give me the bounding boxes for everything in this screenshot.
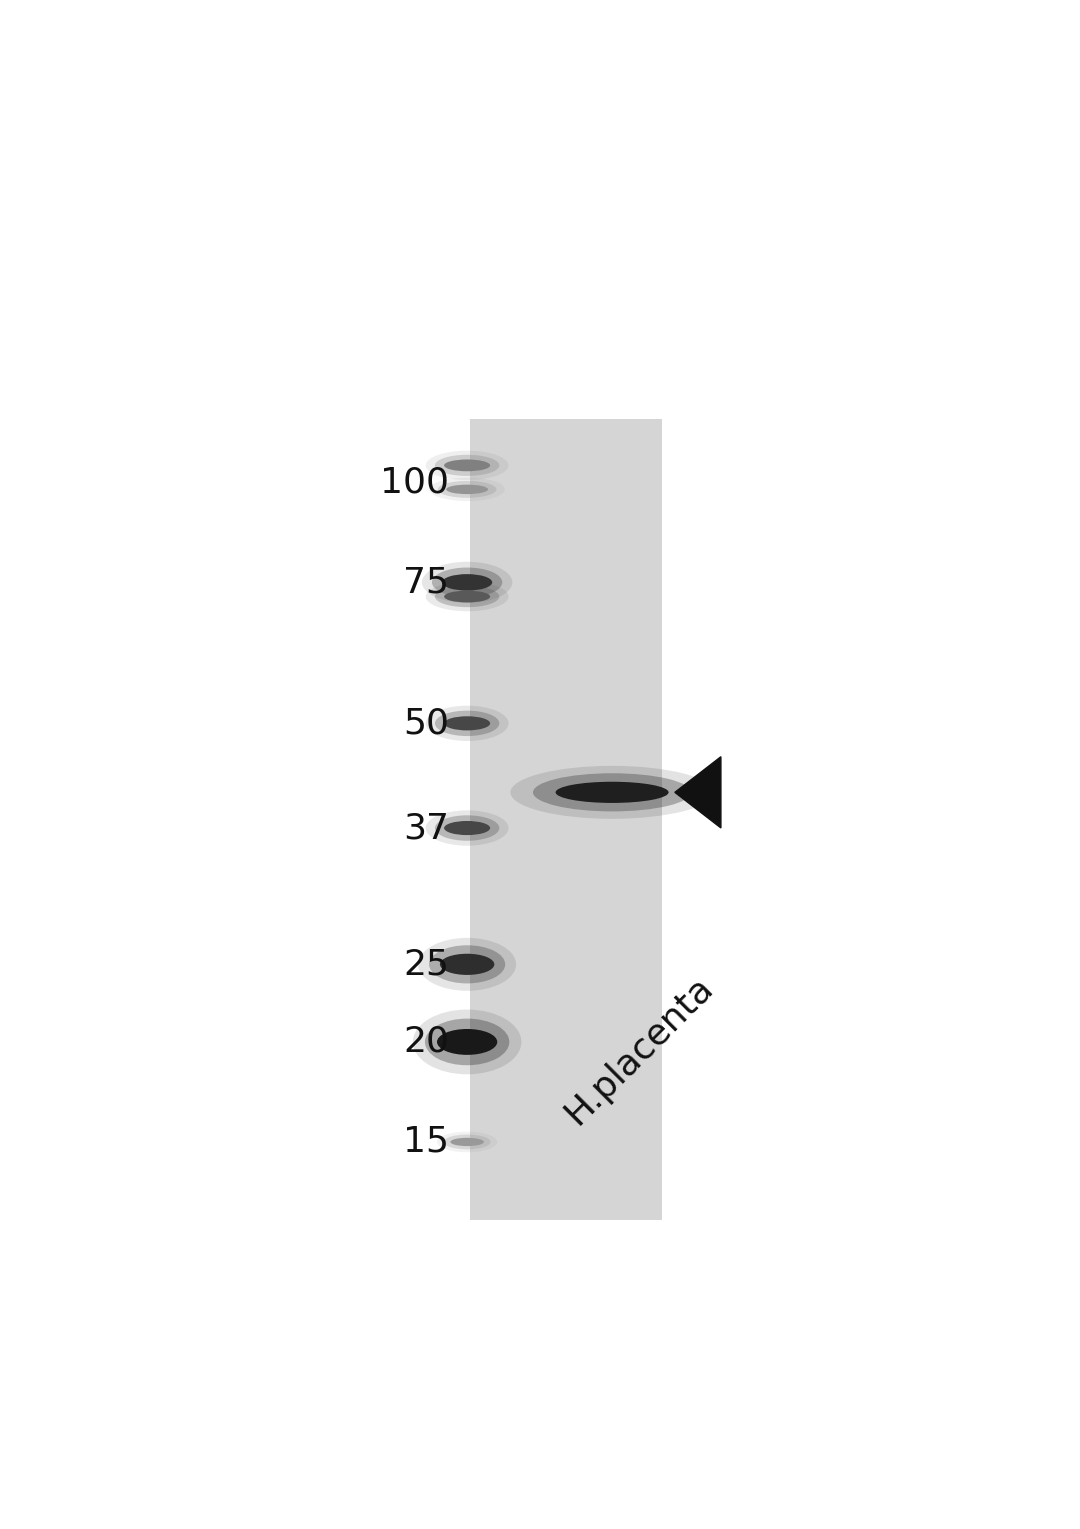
Ellipse shape — [418, 937, 516, 991]
Ellipse shape — [437, 1131, 497, 1153]
Ellipse shape — [450, 1138, 484, 1147]
Ellipse shape — [424, 1018, 510, 1066]
Text: 100: 100 — [380, 465, 449, 500]
Ellipse shape — [430, 477, 504, 502]
Ellipse shape — [413, 1009, 522, 1075]
Text: H.placenta: H.placenta — [558, 969, 720, 1131]
Ellipse shape — [446, 485, 488, 494]
Ellipse shape — [432, 567, 502, 598]
Ellipse shape — [511, 766, 714, 820]
Ellipse shape — [444, 460, 490, 471]
Polygon shape — [675, 757, 721, 827]
Ellipse shape — [444, 590, 490, 602]
Ellipse shape — [444, 716, 490, 731]
Text: 50: 50 — [403, 706, 449, 740]
Ellipse shape — [435, 711, 499, 735]
Ellipse shape — [426, 451, 509, 480]
Ellipse shape — [440, 954, 495, 976]
Ellipse shape — [422, 561, 512, 602]
Ellipse shape — [555, 781, 669, 803]
Ellipse shape — [534, 774, 691, 812]
Text: 20: 20 — [403, 1024, 449, 1060]
Ellipse shape — [442, 573, 492, 590]
Ellipse shape — [435, 454, 499, 476]
Bar — [470, 419, 662, 1220]
Ellipse shape — [426, 706, 509, 742]
Ellipse shape — [435, 815, 499, 841]
Ellipse shape — [426, 810, 509, 846]
Ellipse shape — [444, 821, 490, 835]
Ellipse shape — [437, 1029, 497, 1055]
Ellipse shape — [444, 1135, 490, 1150]
Ellipse shape — [437, 482, 497, 498]
Text: 25: 25 — [403, 948, 449, 982]
Text: 37: 37 — [403, 810, 449, 846]
Text: 75: 75 — [403, 566, 449, 599]
Ellipse shape — [426, 583, 509, 612]
Text: 15: 15 — [403, 1125, 449, 1159]
Ellipse shape — [429, 945, 505, 983]
Ellipse shape — [435, 586, 499, 607]
